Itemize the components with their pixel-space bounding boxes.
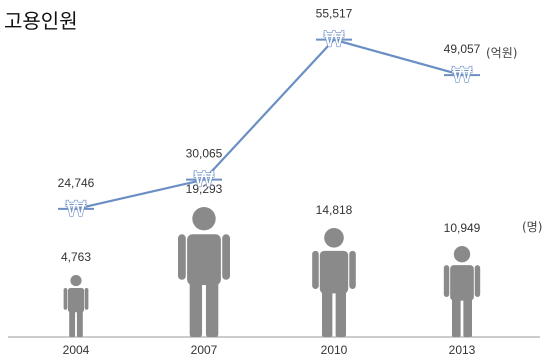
x-tick-2010: 2010 bbox=[321, 343, 348, 357]
svg-text:₩: ₩ bbox=[194, 168, 215, 192]
unit-label-people: (명) bbox=[522, 220, 542, 234]
revenue-value-label-2010: 55,517 bbox=[316, 7, 353, 21]
revenue-value-label-2007: 30,065 bbox=[186, 147, 223, 161]
revenue-value-label-2004: 24,746 bbox=[58, 176, 95, 190]
person-icon-2010 bbox=[312, 227, 356, 337]
person-icon-2004 bbox=[63, 275, 89, 337]
svg-text:₩: ₩ bbox=[66, 197, 87, 221]
won-marker-2010: ₩ bbox=[316, 27, 352, 52]
people-value-label-2010: 14,818 bbox=[316, 203, 353, 217]
people-value-label-2013: 10,949 bbox=[444, 221, 481, 235]
revenue-line-group: ₩24,746 ₩30,065 ₩55,517 ₩49,057 bbox=[58, 7, 481, 222]
x-tick-2007: 2007 bbox=[191, 343, 218, 357]
person-icon-2007 bbox=[178, 207, 230, 337]
x-tick-2013: 2013 bbox=[449, 343, 476, 357]
revenue-value-label-2013: 49,057 bbox=[444, 42, 481, 56]
chart-title: 고용인원 bbox=[4, 9, 78, 33]
won-marker-2013: ₩ bbox=[444, 63, 480, 88]
svg-text:₩: ₩ bbox=[452, 63, 473, 87]
person-icon-2013 bbox=[443, 246, 481, 337]
x-tick-group: 2004 2007 2010 2013 bbox=[63, 343, 476, 357]
people-value-label-2007: 19,293 bbox=[186, 182, 223, 196]
won-marker-2007: ₩ bbox=[186, 167, 222, 192]
people-value-label-2004: 4,763 bbox=[61, 250, 91, 264]
x-tick-2004: 2004 bbox=[63, 343, 90, 357]
revenue-series-line bbox=[75, 38, 463, 210]
unit-label-won: (억원) bbox=[486, 46, 517, 60]
people-icon-group: 4,763 19,293 14,818 10,949 bbox=[61, 182, 481, 337]
won-marker-2004: ₩ bbox=[58, 196, 94, 222]
svg-text:₩: ₩ bbox=[324, 28, 345, 52]
